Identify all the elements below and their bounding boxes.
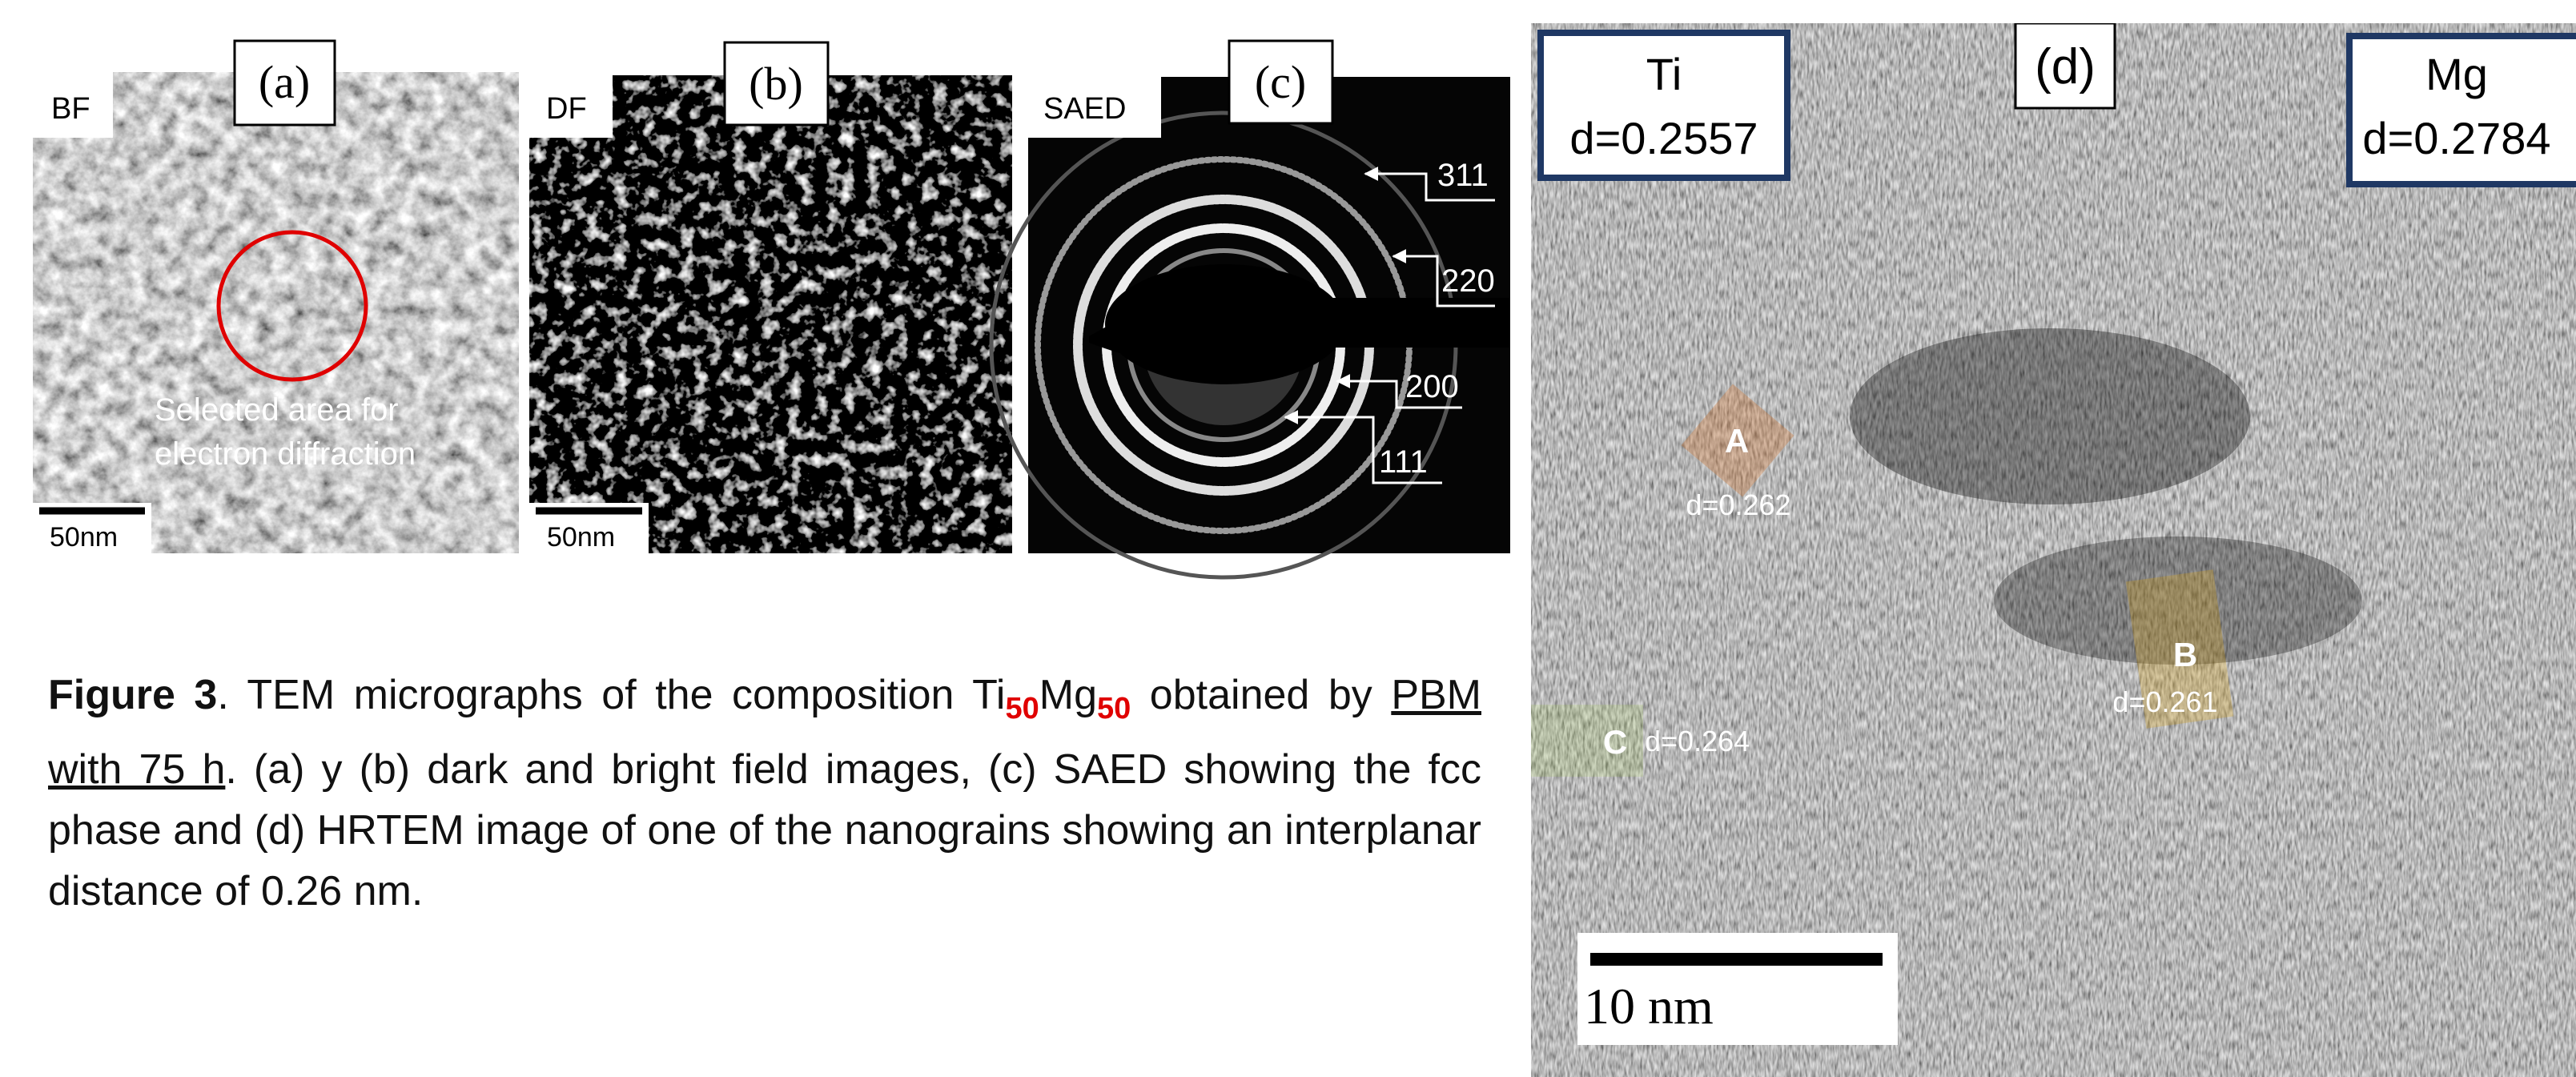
df-image: [529, 75, 1012, 553]
figure-page: Selected area for electron diffraction B…: [0, 0, 2576, 1077]
panel-tag: BF: [51, 92, 90, 126]
caption-text: . (a) y (b) dark and bright field images…: [48, 746, 1481, 914]
panel-label: (c): [1255, 56, 1306, 108]
caption-text: obtained by: [1131, 672, 1391, 718]
region-name: C: [1603, 723, 1627, 761]
region-d: d=0.264: [1645, 725, 1750, 758]
region-d: d=0.261: [2112, 685, 2217, 718]
subscript: 50: [1097, 692, 1131, 725]
caption-text: . TEM micrographs of the composition Ti: [217, 672, 1005, 718]
region-name: B: [2173, 636, 2197, 673]
phase-element: Ti: [1646, 49, 1682, 99]
ring-label: 311: [1437, 158, 1489, 193]
panel-label: (b): [749, 58, 803, 110]
hrtem-panel: A d=0.262 B d=0.261 C d=0.264 Ti d=0.255…: [1531, 23, 2576, 1077]
scale-label: 10 nm: [1584, 978, 1714, 1035]
panel-label: (a): [259, 56, 310, 108]
caption-text: Mg: [1039, 672, 1097, 718]
annotation: electron diffraction: [155, 436, 416, 472]
ring-label: 220: [1441, 263, 1495, 299]
region-d: d=0.262: [1686, 488, 1790, 521]
phase-element: Mg: [2425, 49, 2488, 99]
phase-d: d=0.2557: [1569, 113, 1758, 163]
panel-label: (d): [2035, 39, 2096, 94]
ring-label: 111: [1379, 444, 1428, 480]
phase-d: d=0.2784: [2362, 113, 2550, 163]
subscript: 50: [1005, 692, 1039, 725]
bf-image: [33, 72, 519, 553]
scale-label: 50nm: [547, 522, 615, 553]
dark-region: [1850, 328, 2250, 504]
figure-caption: Figure 3. TEM micrographs of the composi…: [48, 665, 1481, 922]
scale-label: 50nm: [50, 522, 118, 553]
caption-label: Figure 3: [48, 672, 217, 718]
region-name: A: [1725, 422, 1749, 460]
ring-label: 200: [1405, 369, 1459, 404]
panel-tag: DF: [546, 92, 587, 126]
panel-tag: SAED: [1043, 92, 1126, 126]
annotation: Selected area for: [155, 392, 399, 428]
